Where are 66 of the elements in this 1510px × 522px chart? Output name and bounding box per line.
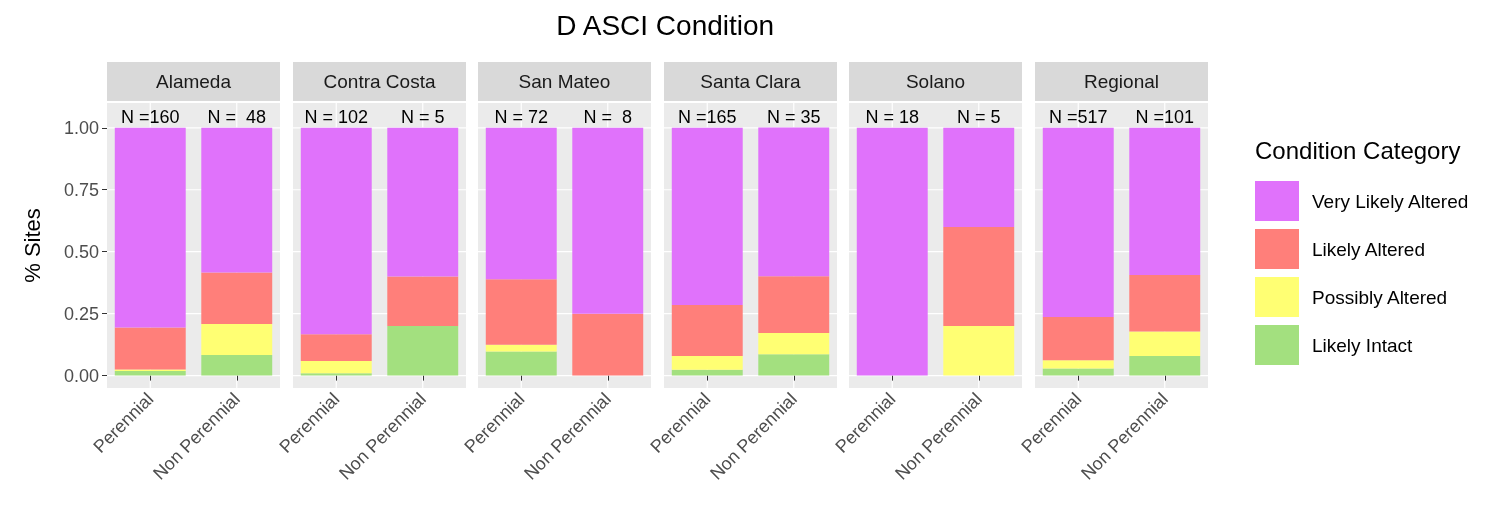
bar [300, 334, 372, 361]
bar [201, 355, 273, 376]
bar [1042, 368, 1114, 376]
bar [300, 373, 372, 376]
bar [1042, 360, 1114, 369]
annotation: N = 102 [304, 107, 368, 127]
bar [485, 351, 557, 376]
annotation: N = 48 [207, 107, 267, 127]
bar [758, 332, 830, 355]
y-tick-label: 0.00 [63, 365, 99, 386]
bar [758, 276, 830, 333]
bar [485, 279, 557, 345]
annotation: N =165 [677, 107, 737, 127]
chart-title: D ASCI Condition [556, 9, 774, 41]
bar [1129, 127, 1201, 275]
annotation: N = 18 [865, 107, 920, 127]
bar [671, 369, 743, 376]
bar [671, 127, 743, 305]
y-tick-label: 1.00 [63, 117, 99, 138]
bar [758, 127, 830, 277]
bar [386, 276, 458, 327]
bar [201, 127, 273, 273]
bar [386, 326, 458, 376]
chart-subtitle: Regional [1084, 70, 1159, 92]
y-tick-label: 0.50 [63, 241, 99, 262]
chart-subtitle: Contra Costa [323, 70, 436, 92]
legend-title: Condition Category [1255, 136, 1461, 164]
bar [201, 272, 273, 325]
bar [114, 370, 186, 376]
y-tick-label: 0.75 [63, 179, 99, 200]
bar [1129, 331, 1201, 357]
bar [114, 327, 186, 370]
annotation: N = 72 [494, 107, 549, 127]
y-axis-title: % Sites [19, 208, 45, 283]
annotation: N = 8 [583, 107, 633, 127]
bar [485, 127, 557, 280]
annotation: N =101 [1135, 107, 1195, 127]
legend-label: Likely Altered [1312, 238, 1426, 260]
legend-label: Very Likely Altered [1312, 190, 1469, 212]
annotation: N = 5 [957, 107, 1001, 127]
bar [572, 313, 644, 376]
legend-label: Likely Intact [1312, 334, 1414, 356]
annotation: N =517 [1048, 107, 1108, 127]
bar [1129, 356, 1201, 376]
chart-subtitle: Santa Clara [700, 70, 801, 92]
y-tick-label: 0.25 [63, 303, 99, 324]
bar [572, 127, 644, 314]
bar [1042, 127, 1114, 318]
bar [114, 127, 186, 328]
chart-subtitle: Solano [906, 70, 966, 92]
bar [386, 127, 458, 277]
chart-subtitle: San Mateo [518, 70, 611, 92]
bar [671, 304, 743, 357]
legend-label: Possibly Altered [1312, 286, 1448, 308]
bar [300, 127, 372, 335]
chart-subtitle: Alameda [156, 70, 232, 92]
bar [201, 324, 273, 356]
bar [300, 360, 372, 374]
bar [485, 344, 557, 352]
bar [671, 356, 743, 370]
bar [1042, 317, 1114, 361]
annotation: N = 35 [766, 107, 821, 127]
bar [1129, 274, 1201, 332]
annotation: N = 5 [400, 107, 445, 127]
bar [758, 354, 830, 376]
annotation: N =160 [120, 107, 180, 127]
